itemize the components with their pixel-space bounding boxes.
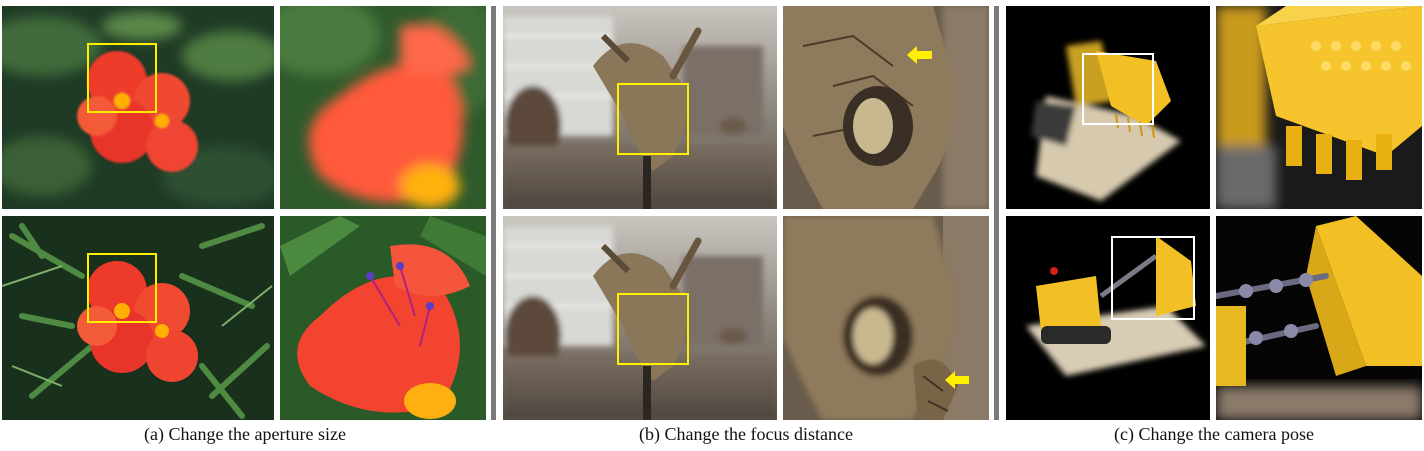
highlight-box	[617, 293, 689, 365]
highlight-box	[87, 253, 157, 323]
shallow-dof-flower-image	[2, 6, 274, 209]
highlight-box	[1082, 53, 1154, 125]
lego-bulldozer-pose2-image	[1006, 216, 1210, 420]
divider-right	[994, 6, 999, 420]
triceratops-skull-focus-far-image	[503, 6, 777, 209]
lego-bulldozer-pose1-zoom	[1216, 6, 1422, 209]
divider-left	[491, 6, 496, 420]
all-in-focus-flower-image	[2, 216, 274, 420]
highlight-box	[87, 43, 157, 113]
shallow-dof-flower-zoom	[280, 6, 486, 209]
lego-bulldozer-pose2-zoom	[1216, 216, 1422, 420]
all-in-focus-flower-zoom	[280, 216, 486, 420]
lego-bulldozer-pose1-image	[1006, 6, 1210, 209]
triceratops-skull-focus-far-zoom	[783, 6, 989, 209]
triceratops-skull-focus-near-image	[503, 216, 777, 420]
caption-c: (c) Change the camera pose	[1114, 424, 1314, 444]
highlight-box	[1111, 236, 1195, 320]
highlight-box	[617, 83, 689, 155]
caption-a: (a) Change the aperture size	[144, 424, 346, 444]
triceratops-skull-focus-near-zoom	[783, 216, 989, 420]
caption-b: (b) Change the focus distance	[639, 424, 853, 444]
